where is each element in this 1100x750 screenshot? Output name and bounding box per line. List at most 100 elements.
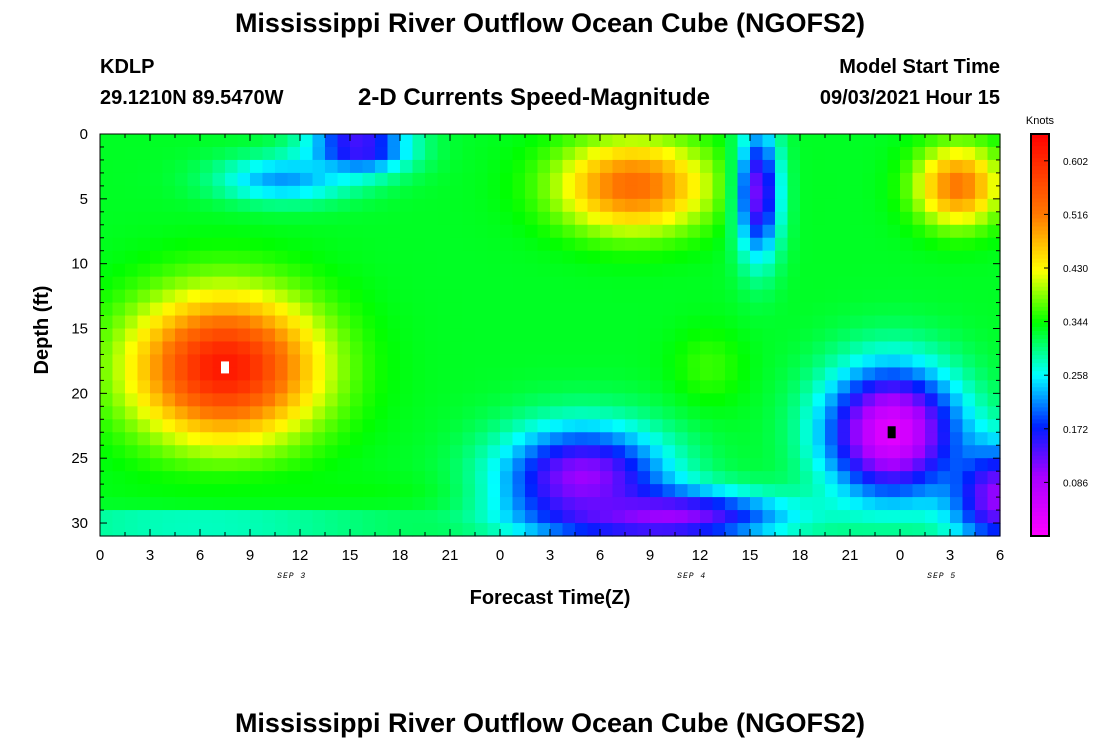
colorbar-segment — [1031, 198, 1049, 203]
heatmap-cell — [650, 497, 664, 511]
heatmap-cell — [187, 276, 201, 291]
colorbar-segment — [1031, 210, 1049, 215]
heatmap-cell — [887, 159, 901, 174]
heatmap-cell — [287, 432, 301, 446]
heatmap-cell — [162, 510, 176, 524]
heatmap-cell — [612, 419, 626, 433]
heatmap-cell — [175, 172, 189, 187]
heatmap-cell — [862, 146, 876, 161]
heatmap-cell — [325, 367, 339, 381]
heatmap-cell — [675, 497, 689, 511]
heatmap-cell — [225, 185, 239, 200]
heatmap-cell — [487, 341, 501, 356]
heatmap-cell — [500, 523, 514, 537]
heatmap-cell — [650, 146, 664, 161]
heatmap-cell — [425, 185, 439, 200]
heatmap-cell — [100, 523, 114, 537]
heatmap-cell — [837, 198, 851, 213]
heatmap-cell — [512, 393, 526, 407]
heatmap-cell — [737, 237, 751, 252]
colorbar-segment — [1031, 314, 1049, 320]
x-tick-label: 9 — [646, 547, 654, 564]
heatmap-cell — [662, 523, 676, 537]
heatmap-cell — [437, 224, 451, 239]
heatmap-cell — [987, 367, 1001, 381]
heatmap-cell — [150, 484, 164, 498]
heatmap-cell — [875, 289, 889, 304]
heatmap-cell — [637, 172, 651, 187]
heatmap-cell — [750, 172, 764, 187]
heatmap-cell — [312, 458, 326, 472]
heatmap-cell — [950, 471, 964, 485]
heatmap-cell — [837, 159, 851, 174]
heatmap-cell — [237, 263, 251, 278]
heatmap-cell — [625, 250, 639, 265]
heatmap-cell — [400, 497, 414, 511]
heatmap-cell — [750, 406, 764, 420]
heatmap-cell — [550, 484, 564, 498]
heatmap-cell — [350, 134, 364, 148]
heatmap-cell — [375, 471, 389, 485]
heatmap-cell — [125, 367, 139, 381]
heatmap-cell — [262, 510, 276, 524]
heatmap-cell — [862, 302, 876, 317]
heatmap-cell — [100, 159, 114, 174]
heatmap-cell — [325, 380, 339, 394]
heatmap-cell — [725, 419, 739, 433]
heatmap-cell — [762, 276, 776, 291]
heatmap-cell — [912, 134, 926, 148]
heatmap-cell — [562, 341, 576, 356]
heatmap-cell — [662, 211, 676, 226]
heatmap-cell — [162, 159, 176, 174]
heatmap-cell — [537, 497, 551, 511]
heatmap-cell — [262, 250, 276, 265]
heatmap-cell — [987, 380, 1001, 394]
heatmap-cell — [587, 497, 601, 511]
heatmap-cell — [550, 211, 564, 226]
heatmap-cell — [837, 367, 851, 381]
heatmap-cell — [387, 237, 401, 252]
heatmap-cell — [462, 354, 476, 369]
heatmap-cell — [637, 393, 651, 407]
x-tick-label: 6 — [996, 547, 1004, 564]
heatmap-cell — [675, 315, 689, 330]
heatmap-cell — [812, 419, 826, 433]
heatmap-cell — [250, 523, 264, 537]
heatmap-cell — [175, 289, 189, 304]
heatmap-cell — [100, 432, 114, 446]
heatmap-cell — [987, 198, 1001, 213]
heatmap-cell — [987, 471, 1001, 485]
heatmap-cell — [287, 393, 301, 407]
heatmap-cell — [662, 471, 676, 485]
heatmap-cell — [150, 276, 164, 291]
heatmap-cell — [200, 484, 214, 498]
heatmap-cell — [525, 523, 539, 537]
heatmap-cell — [887, 211, 901, 226]
heatmap-cell — [737, 224, 751, 239]
heatmap-cell — [887, 445, 901, 459]
heatmap-cell — [125, 406, 139, 420]
heatmap-cell — [262, 146, 276, 161]
heatmap-cell — [775, 445, 789, 459]
heatmap-cell — [150, 237, 164, 252]
heatmap-cell — [975, 211, 989, 226]
heatmap-cell — [537, 328, 551, 343]
heatmap-cell — [787, 237, 801, 252]
heatmap-cell — [175, 406, 189, 420]
heatmap-cell — [512, 341, 526, 356]
heatmap-cell — [487, 250, 501, 265]
heatmap-cell — [175, 263, 189, 278]
heatmap-cell — [137, 315, 151, 330]
heatmap-cell — [487, 354, 501, 369]
heatmap-cell — [825, 224, 839, 239]
heatmap-cell — [337, 419, 351, 433]
heatmap-cell — [237, 510, 251, 524]
heatmap-cell — [162, 523, 176, 537]
heatmap-cell — [937, 263, 951, 278]
heatmap-cell — [662, 406, 676, 420]
heatmap-cell — [487, 523, 501, 537]
heatmap-cell — [162, 198, 176, 213]
heatmap-cell — [950, 134, 964, 148]
heatmap-cell — [312, 302, 326, 317]
heatmap-cell — [550, 134, 564, 148]
